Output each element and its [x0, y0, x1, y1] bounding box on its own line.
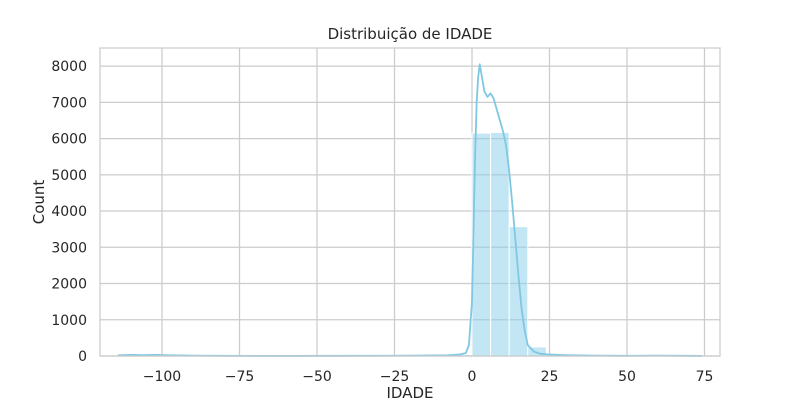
y-tick-label: 2000 — [51, 277, 87, 293]
plot-frame — [99, 47, 721, 357]
x-tick-label: −75 — [225, 369, 255, 385]
x-tick-label: −25 — [380, 369, 410, 385]
x-axis-label: IDADE — [387, 384, 434, 400]
x-tick-labels: −100 −75 −50 −25 0 25 50 75 — [143, 369, 714, 385]
y-tick-label: 7000 — [51, 95, 87, 111]
x-tick-label: −100 — [143, 369, 181, 385]
histogram-bar — [508, 226, 529, 357]
y-tick-label: 1000 — [51, 313, 87, 329]
y-tick-label: 8000 — [51, 59, 87, 75]
x-tick-label: 75 — [696, 369, 714, 385]
y-tick-label: 6000 — [51, 132, 87, 148]
x-tick-label: 0 — [468, 369, 477, 385]
chart-title: Distribuição de IDADE — [328, 25, 493, 43]
x-tick-label: 25 — [541, 369, 559, 385]
y-tick-label: 0 — [78, 349, 87, 365]
y-tick-label: 3000 — [51, 240, 87, 256]
x-tick-label: 50 — [618, 369, 636, 385]
x-tick-label: −50 — [302, 369, 332, 385]
y-tick-label: 5000 — [51, 168, 87, 184]
y-tick-labels: 0 1000 2000 3000 4000 5000 6000 7000 8000 — [51, 59, 87, 365]
y-tick-label: 4000 — [51, 204, 87, 220]
plot-background — [100, 48, 720, 356]
histogram-bar — [490, 131, 510, 357]
y-axis-label: Count — [30, 180, 48, 225]
